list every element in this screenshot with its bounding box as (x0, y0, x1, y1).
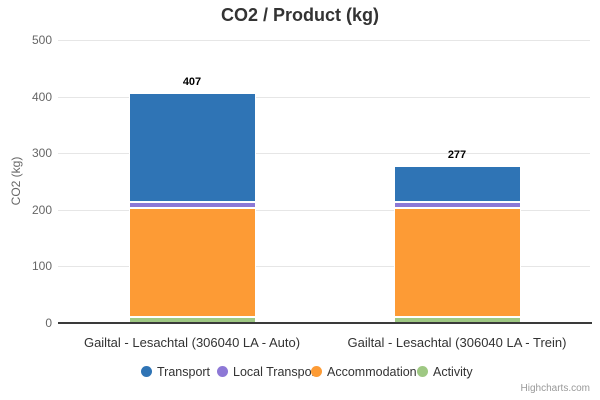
legend-item-label: Activity (433, 365, 473, 379)
bar-segment-local-transport[interactable] (128, 202, 256, 209)
bar-segment-transport[interactable] (128, 92, 256, 203)
x-axis-label: Gailtal - Lesachtal (306040 LA - Trein) (347, 335, 567, 350)
gridline (58, 209, 590, 211)
y-axis-title: CO2 (kg) (9, 156, 23, 206)
x-axis-label: Gailtal - Lesachtal (306040 LA - Auto) (83, 335, 301, 350)
y-tick-label: 400 (31, 89, 52, 104)
highcharts-credits-link[interactable]: Highcharts.com (520, 383, 590, 394)
gridline (58, 266, 590, 268)
bar-segment-accommodation[interactable] (128, 208, 256, 317)
x-axis-line (58, 322, 592, 324)
stack-total-label: 277 (447, 149, 467, 162)
y-tick-label: 0 (45, 316, 52, 330)
legend-item-label: Accommodation (327, 365, 417, 379)
y-tick-label: 500 (31, 33, 52, 47)
bar-segment-transport[interactable] (393, 166, 521, 203)
gridline (58, 153, 590, 155)
y-tick-label: 300 (31, 146, 52, 161)
legend-item-activity[interactable]: Activity (417, 363, 473, 381)
legend-marker-icon (311, 366, 322, 377)
legend-marker-icon (217, 366, 228, 377)
stacked-bar (393, 40, 521, 323)
legend-item-label: Transport (157, 365, 211, 379)
stacked-bar (128, 40, 256, 323)
legend-marker-icon (417, 366, 428, 377)
legend-item-label: Local Transport (233, 365, 320, 379)
legend-item-local-transport[interactable]: Local Transport (217, 363, 319, 381)
stack-total-label: 407 (182, 75, 202, 88)
gridline (58, 40, 590, 41)
bar-segment-local-transport[interactable] (393, 202, 521, 209)
y-tick-label: 200 (31, 202, 52, 217)
legend-item-transport[interactable]: Transport (141, 363, 210, 381)
chart-title: CO2 / Product (kg) (220, 5, 379, 25)
legend: Transport Local Transport Accommodation Act… (0, 363, 600, 381)
gridline (58, 96, 590, 98)
bar-segment-accommodation[interactable] (393, 208, 521, 317)
legend-marker-icon (141, 366, 152, 377)
y-tick-label: 100 (31, 259, 52, 274)
legend-item-accommodation[interactable]: Accommodation (311, 363, 417, 381)
